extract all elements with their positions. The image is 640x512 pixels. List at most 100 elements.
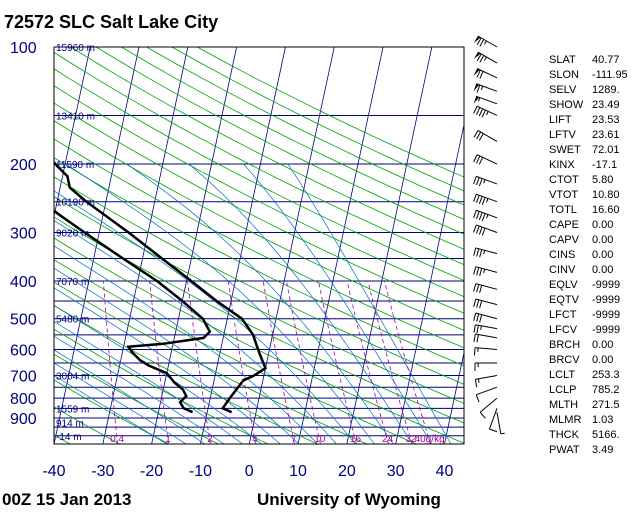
wind-barb-flag	[481, 227, 486, 236]
height-label: 5480 m	[56, 315, 89, 326]
moist-adiabat-line	[287, 163, 452, 444]
wind-barb	[475, 386, 498, 403]
wind-barb-staff	[475, 375, 498, 380]
wind-barb	[479, 397, 498, 419]
wind-barb-flag	[479, 300, 483, 309]
wind-barb-half-flag	[483, 268, 486, 274]
observation-time: 00Z 15 Jan 2013	[2, 490, 132, 509]
wind-barb-flag	[476, 267, 480, 276]
stat-key: SELV	[549, 84, 577, 96]
moist-adiabat-line	[54, 362, 187, 444]
wind-barb-flag	[473, 194, 477, 202]
stat-value: 5.80	[592, 174, 614, 186]
wind-barb-half-flag	[480, 325, 482, 330]
wind-barb	[473, 298, 498, 309]
wind-barb-flag	[476, 225, 480, 234]
pressure-tick-label: 600	[10, 343, 37, 360]
wind-barb-staff	[475, 324, 498, 330]
wind-barb-pennant	[473, 68, 480, 76]
wind-barb	[496, 412, 505, 435]
dry-adiabat-line	[54, 196, 464, 404]
wind-barb	[473, 347, 498, 356]
height-label: 9020 m	[56, 228, 89, 239]
dry-adiabat-line	[54, 379, 170, 444]
wind-barb-half-flag	[477, 97, 481, 102]
stat-value: 1.03	[592, 414, 614, 426]
wind-barb-half-flag	[484, 40, 487, 45]
wind-barb-flag	[473, 154, 478, 163]
height-label: 1559 m	[56, 404, 89, 415]
mixing-ratio-line	[262, 281, 295, 444]
stat-key: SLAT	[549, 54, 576, 66]
wind-barb-flag	[476, 299, 480, 308]
wind-barb-half-flag	[477, 378, 480, 383]
temperature-tick-label: 30	[387, 463, 405, 480]
wind-barb-flag	[481, 109, 486, 118]
wind-barb-staff	[475, 347, 498, 351]
mixing-ratio-label: 1	[165, 434, 171, 445]
wind-barb-flag	[478, 108, 484, 117]
stat-value: 0.00	[592, 354, 614, 366]
stat-value: 0.00	[592, 219, 614, 231]
height-label: 7070 m	[56, 277, 89, 288]
dry-adiabat-line	[54, 120, 464, 331]
temperature-tick-label: -20	[140, 463, 163, 480]
wind-barb-staff	[489, 408, 498, 430]
stat-value: -9999	[592, 294, 621, 306]
wind-barb-pennant	[473, 96, 480, 104]
wind-barb-staff	[475, 312, 498, 320]
mixing-ratio-label: 2	[207, 434, 213, 445]
mixing-ratio-line	[384, 280, 431, 444]
stat-key: LCLP	[549, 384, 577, 396]
wind-barb-flag	[476, 177, 480, 186]
wind-barb-flag	[476, 211, 480, 220]
stat-value: 1289.	[592, 84, 620, 96]
wind-barb-half-flag	[484, 56, 487, 61]
dry-adiabat-line	[54, 176, 464, 385]
dewpoint-profile-line	[54, 209, 212, 414]
isotherm-line	[395, 122, 464, 444]
wind-barb	[474, 375, 498, 388]
moist-adiabat-line	[54, 190, 356, 444]
dry-adiabat-line	[54, 353, 219, 444]
wind-barb-flag	[473, 224, 477, 233]
moist-adiabat-line	[54, 287, 281, 444]
stat-key: MLMR	[549, 414, 582, 426]
wind-barb	[473, 175, 498, 187]
isotherm-line	[54, 47, 140, 444]
stat-key: CINV	[549, 264, 576, 276]
wind-barb-flag	[478, 178, 483, 187]
pressure-tick-label: 500	[10, 312, 37, 329]
wind-barb-flag	[473, 312, 477, 321]
wind-barb-flag	[478, 226, 483, 235]
moist-adiabat-line	[65, 163, 375, 444]
stat-key: SHOW	[549, 99, 584, 111]
stat-value: 23.53	[592, 114, 620, 126]
wind-barb-flag	[476, 334, 479, 343]
mixing-ratio-line	[318, 281, 357, 444]
stat-value: 16.60	[592, 204, 620, 216]
wind-barb-half-flag	[500, 432, 505, 435]
dry-adiabat-line	[54, 304, 318, 444]
credit-text: University of Wyoming	[257, 490, 441, 509]
wind-barb-staff	[475, 247, 498, 255]
stat-key: CAPV	[549, 234, 579, 246]
moist-adiabat-line	[188, 163, 413, 444]
wind-barb-pennant	[473, 83, 480, 92]
isotherm-line	[54, 47, 91, 218]
stat-key: LIFT	[549, 114, 572, 126]
wind-barb	[473, 283, 498, 294]
moist-adiabat-line	[54, 321, 243, 444]
dry-adiabat-line	[54, 138, 464, 349]
wind-barb-flag	[478, 157, 484, 165]
stat-key: LFTV	[549, 129, 576, 141]
wind-barb-flag	[473, 176, 477, 185]
wind-barb-flag	[474, 379, 478, 388]
wind-barb-flag	[476, 69, 481, 78]
wind-barb-half-flag	[483, 179, 486, 184]
mixing-ratio-label: 40g/kg	[415, 434, 445, 445]
wind-barb-flag	[478, 212, 483, 221]
wind-barb-flag	[478, 133, 484, 141]
wind-barb-flag	[476, 84, 481, 93]
mixing-ratio-line	[103, 281, 118, 444]
